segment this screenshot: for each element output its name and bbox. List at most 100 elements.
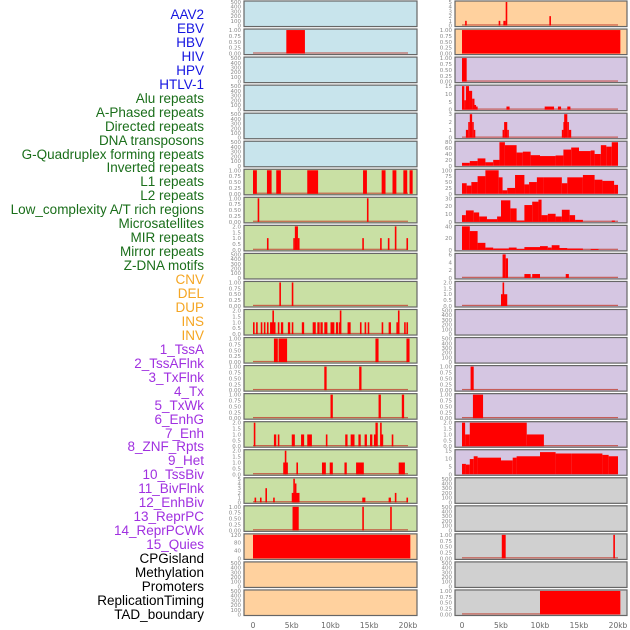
data-bar	[465, 86, 470, 110]
baseline	[253, 304, 408, 306]
y-tick-label: 2	[449, 268, 453, 274]
data-bar	[312, 322, 316, 335]
y-tick-label: 2.0	[232, 449, 241, 455]
track-label: L2 repeats	[140, 188, 204, 204]
track-label: DUP	[175, 299, 204, 315]
panel-background	[243, 168, 418, 196]
y-tick-label: 400	[442, 566, 453, 572]
data-bar	[579, 151, 591, 166]
data-bar	[544, 106, 555, 110]
y-tick-label: 1.00	[440, 533, 453, 539]
data-bar	[358, 434, 361, 447]
track-label: CNV	[175, 272, 204, 288]
data-bar	[380, 238, 382, 250]
data-bar	[507, 129, 509, 138]
data-bar	[293, 238, 295, 250]
y-tick-label: 1.00	[440, 56, 453, 62]
data-bar	[515, 174, 525, 194]
x-tick-label: 0	[251, 621, 256, 630]
data-bar	[504, 122, 508, 138]
data-bar	[321, 462, 326, 475]
y-tick-label: 3	[449, 112, 453, 118]
panel-background	[243, 84, 418, 112]
data-bar	[366, 198, 369, 222]
y-tick-label: 0.00	[229, 388, 242, 394]
y-tick-label: 400	[442, 341, 453, 347]
y-tick-label: 40	[234, 549, 241, 555]
y-tick-label: 0.5	[232, 466, 241, 472]
panel-background	[454, 533, 628, 561]
data-bar	[359, 366, 362, 391]
y-tick-label: 0.5	[443, 298, 452, 304]
y-tick-label: 0.00	[440, 80, 453, 86]
y-tick-label: 200	[231, 98, 242, 104]
data-bar	[259, 497, 262, 503]
data-bar	[540, 452, 556, 475]
data-bar	[362, 506, 364, 531]
y-tick-label: 0.25	[229, 46, 242, 52]
y-tick-label: 1.5	[232, 455, 241, 461]
data-bar	[347, 322, 351, 335]
y-tick-label: 200	[231, 70, 242, 76]
data-bar	[345, 434, 348, 447]
data-bar	[329, 462, 333, 475]
y-tick-label: 500	[442, 561, 453, 567]
left-panel: 1.000.750.500.250.00	[229, 280, 418, 310]
track-label: Alu repeats	[135, 90, 204, 106]
y-tick-label: 200	[442, 519, 453, 525]
y-tick-label: 0.50	[440, 545, 453, 551]
data-bar	[614, 184, 618, 194]
data-bar	[476, 106, 478, 110]
data-bar	[477, 158, 486, 166]
y-tick-label: 0.25	[440, 74, 453, 80]
y-tick-label: 500	[442, 337, 453, 343]
data-bar	[280, 322, 284, 335]
left-panel: 2.01.51.00.50.0	[232, 449, 418, 478]
data-bar	[502, 254, 506, 278]
data-bar	[501, 294, 508, 306]
data-bar	[291, 434, 295, 447]
track-label: 5_TxWk	[154, 397, 204, 413]
data-bar	[594, 179, 603, 194]
left-panel: 2.01.51.00.50.0	[232, 224, 418, 254]
data-bar	[287, 322, 291, 335]
y-tick-label: 2.0	[443, 421, 452, 427]
y-tick-label: 0.00	[229, 192, 242, 198]
data-bar	[265, 488, 267, 503]
panel-background	[454, 56, 628, 84]
data-bar	[297, 238, 300, 250]
y-tick-label: 0.50	[229, 348, 242, 354]
y-tick-label: 0.75	[440, 370, 453, 376]
y-tick-label: 0.00	[440, 613, 453, 619]
data-bar	[469, 231, 478, 250]
y-tick-label: 60	[445, 146, 452, 152]
y-tick-label: 0	[449, 584, 453, 590]
data-bar	[273, 322, 276, 335]
y-tick-label: 0.25	[229, 410, 242, 416]
data-bar	[524, 184, 530, 194]
data-bar	[505, 258, 509, 278]
data-bar	[266, 238, 269, 250]
data-bar	[406, 497, 409, 503]
track-label: Low_complexity A/T rich regions	[10, 202, 204, 218]
y-tick-label: 500	[231, 561, 242, 567]
data-bar	[499, 142, 505, 166]
data-bar	[462, 226, 470, 250]
data-bar	[277, 434, 280, 447]
y-tick-label: 0.75	[229, 286, 242, 292]
y-tick-label: 500	[231, 84, 242, 90]
data-bar	[504, 145, 517, 166]
data-bar	[273, 497, 275, 503]
data-bar	[335, 322, 339, 335]
data-bar	[540, 156, 556, 166]
y-tick-label: 0.00	[440, 416, 453, 422]
track-label: 3_TxFlnk	[148, 369, 204, 385]
y-tick-label: 1.0	[232, 432, 241, 438]
data-bar	[390, 506, 392, 531]
data-bar	[403, 170, 408, 194]
y-tick-label: 1.5	[232, 230, 241, 236]
data-bar	[464, 100, 466, 110]
baseline	[462, 136, 618, 138]
data-bar	[472, 98, 475, 110]
